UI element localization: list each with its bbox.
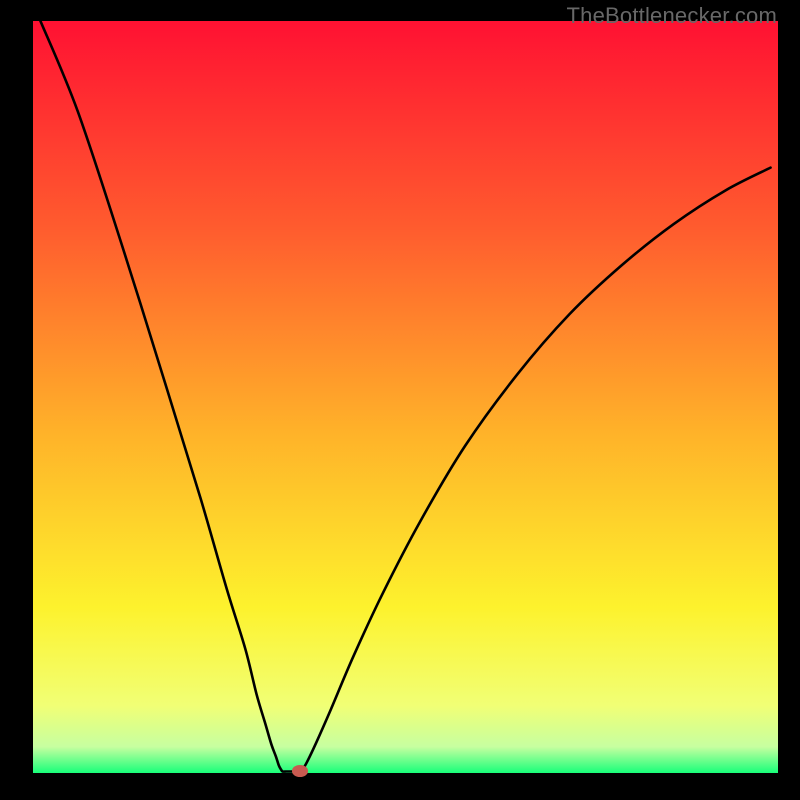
curve-path bbox=[40, 21, 770, 772]
minimum-marker bbox=[292, 765, 308, 777]
chart-frame: TheBottlenecker.com bbox=[0, 0, 800, 800]
watermark-text: TheBottlenecker.com bbox=[567, 3, 777, 29]
bottleneck-curve bbox=[0, 0, 800, 800]
